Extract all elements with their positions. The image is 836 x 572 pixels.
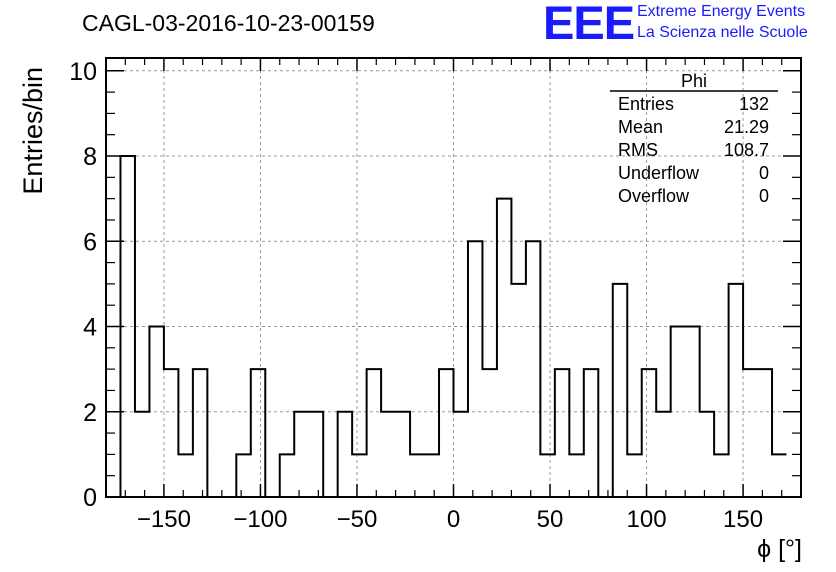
histogram-bin (714, 454, 728, 497)
x-tick-label: 100 (627, 506, 667, 533)
histogram-bin (309, 412, 323, 497)
eee-logo: EEE (543, 0, 635, 49)
histogram-bin (454, 412, 468, 497)
x-tick-label: 0 (447, 506, 460, 533)
histogram-bin (338, 412, 352, 497)
y-tick-label: 4 (83, 314, 97, 342)
logo-subtitle-line1: Extreme Energy Events (637, 3, 806, 20)
histogram-bin (294, 412, 308, 497)
stats-label: Mean (618, 117, 663, 137)
histogram-bin (178, 454, 192, 497)
y-tick-label: 0 (83, 484, 97, 512)
histogram-bin (555, 369, 569, 497)
stats-label: Entries (618, 94, 674, 114)
histogram-bin (584, 369, 598, 497)
stats-label: Underflow (618, 163, 700, 183)
histogram-bin (425, 454, 439, 497)
page-title: CAGL-03-2016-10-23-00159 (82, 10, 375, 36)
stats-value: 132 (739, 94, 769, 114)
y-tick-label: 2 (83, 399, 97, 427)
logo-subtitle-line2: La Scienza nelle Scuole (637, 24, 808, 41)
stats-value: 108.7 (724, 140, 769, 160)
histogram-bin (367, 369, 381, 497)
histogram-bin (627, 454, 641, 497)
tick-labels: −150 −100 −50 0 50 100 150 0 2 4 6 8 10 (69, 58, 763, 533)
x-axis-label: ϕ [°] (757, 535, 802, 563)
histogram-bin (396, 412, 410, 497)
stats-value: 0 (759, 163, 769, 183)
histogram-bin (671, 327, 685, 497)
histogram-bin (743, 369, 757, 497)
histogram-bin (468, 241, 482, 497)
histogram-bin (540, 454, 554, 497)
stats-box: Phi Entries 132 Mean 21.29 RMS 108.7 Underflow… (610, 71, 778, 206)
y-axis-label: Entries/bin (18, 67, 48, 195)
histogram-bin (410, 454, 424, 497)
histogram-bin (164, 369, 178, 497)
histogram-bin (758, 369, 772, 497)
histogram-bin (193, 369, 207, 497)
histogram-bin (685, 327, 699, 497)
stats-value: 21.29 (724, 117, 769, 137)
histogram-bin (497, 199, 511, 497)
histogram-bin (482, 369, 496, 497)
histogram-bin (613, 284, 627, 497)
histogram-bin (149, 327, 163, 497)
histogram-bin (280, 454, 294, 497)
x-tick-label: 50 (537, 506, 564, 533)
axis-ticks (105, 58, 802, 498)
x-tick-label: −150 (137, 506, 191, 533)
y-tick-label: 8 (83, 143, 97, 171)
histogram-bin (236, 454, 250, 497)
histogram-bin (642, 369, 656, 497)
y-tick-label: 6 (83, 228, 97, 256)
x-tick-label: −100 (233, 506, 287, 533)
histogram-bin (729, 284, 743, 497)
histogram-bin (511, 284, 525, 497)
histogram-bin (526, 241, 540, 497)
histogram-bin (352, 454, 366, 497)
stats-label: Overflow (618, 186, 690, 206)
y-tick-label: 10 (69, 58, 97, 86)
stats-label: RMS (618, 140, 658, 160)
stats-value: 0 (759, 186, 769, 206)
x-tick-label: −50 (337, 506, 378, 533)
stats-title: Phi (681, 71, 707, 91)
histogram-bin (569, 454, 583, 497)
histogram-bin (700, 412, 714, 497)
x-tick-label: 150 (723, 506, 763, 533)
histogram-bin (439, 369, 453, 497)
histogram-bin (251, 369, 265, 497)
histogram-bin (135, 412, 149, 497)
histogram-bin (381, 412, 395, 497)
histogram-bin (772, 454, 786, 497)
histogram-bin (656, 412, 670, 497)
